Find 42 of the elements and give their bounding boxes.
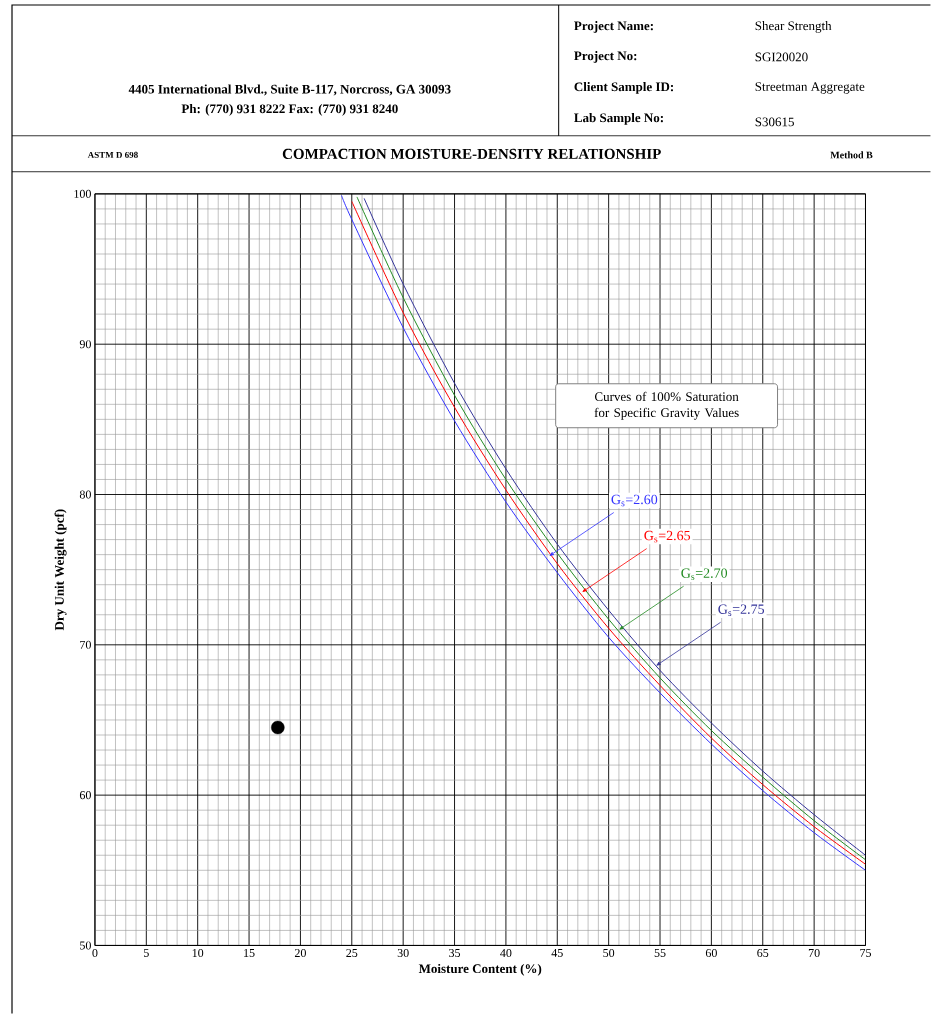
x-tick-label: 70 bbox=[808, 948, 820, 958]
x-axis-title: Moisture Content (%) bbox=[418, 963, 542, 976]
x-tick-label: 20 bbox=[294, 948, 306, 958]
x-tick-label: 35 bbox=[449, 948, 461, 958]
x-tick-label: 30 bbox=[397, 948, 409, 958]
y-tick-label: 60 bbox=[79, 791, 91, 800]
annotation: G$_{s}$=2.75 bbox=[718, 604, 765, 616]
x-tick-label: 40 bbox=[500, 948, 512, 958]
x-tick-label: 50 bbox=[603, 948, 615, 958]
x-tick-label: 5 bbox=[143, 948, 149, 957]
text: Ph: (770) 931 8222 Fax: (770) 931 8240 bbox=[181, 104, 398, 116]
y-tick-label: 100 bbox=[74, 189, 91, 198]
text: Project No: bbox=[574, 51, 637, 63]
chart-title: COMPACTION MOISTURE-DENSITY RELATIONSHIP bbox=[282, 148, 661, 159]
y-tick-label: 50 bbox=[80, 941, 91, 950]
x-tick-label: 65 bbox=[757, 948, 769, 958]
text: Method B bbox=[830, 151, 873, 159]
text: Lab Sample No: bbox=[574, 113, 663, 125]
x-tick-label: 0 bbox=[92, 948, 98, 958]
y-tick-label: 90 bbox=[79, 340, 91, 349]
x-tick-label: 15 bbox=[244, 948, 255, 957]
text: Client Sample ID: bbox=[574, 82, 674, 94]
text: 4405 International Blvd., Suite B-117, Norcross, GA 30093 bbox=[128, 84, 451, 96]
x-tick-label: 45 bbox=[551, 948, 563, 957]
annotation: G$_{s}$=2.65 bbox=[644, 530, 691, 543]
x-tick-label: 10 bbox=[192, 948, 204, 958]
y-axis-title: Dry Unit Weight (pcf) bbox=[54, 509, 67, 631]
x-tick-label: 25 bbox=[346, 948, 358, 958]
annotation: Curves of 100% Saturation for Specific Gravity Values bbox=[594, 391, 739, 420]
annotation: G$_{s}$=2.70 bbox=[681, 568, 728, 580]
y-tick-label: 80 bbox=[79, 490, 91, 499]
text: Project Name: bbox=[574, 21, 653, 33]
annotation: G$_{s}$=2.60 bbox=[611, 494, 658, 507]
x-tick-label: 60 bbox=[705, 948, 717, 958]
text: Shear Strength bbox=[755, 21, 832, 33]
x-tick-label: 75 bbox=[860, 948, 872, 957]
x-tick-label: 55 bbox=[654, 948, 666, 957]
y-tick-label: 70 bbox=[80, 640, 91, 649]
text: SGI20020 bbox=[755, 52, 808, 62]
text: S30615 bbox=[755, 117, 794, 127]
text: Streetman Aggregate bbox=[755, 82, 865, 94]
text: ASTM D 698 bbox=[87, 151, 138, 158]
